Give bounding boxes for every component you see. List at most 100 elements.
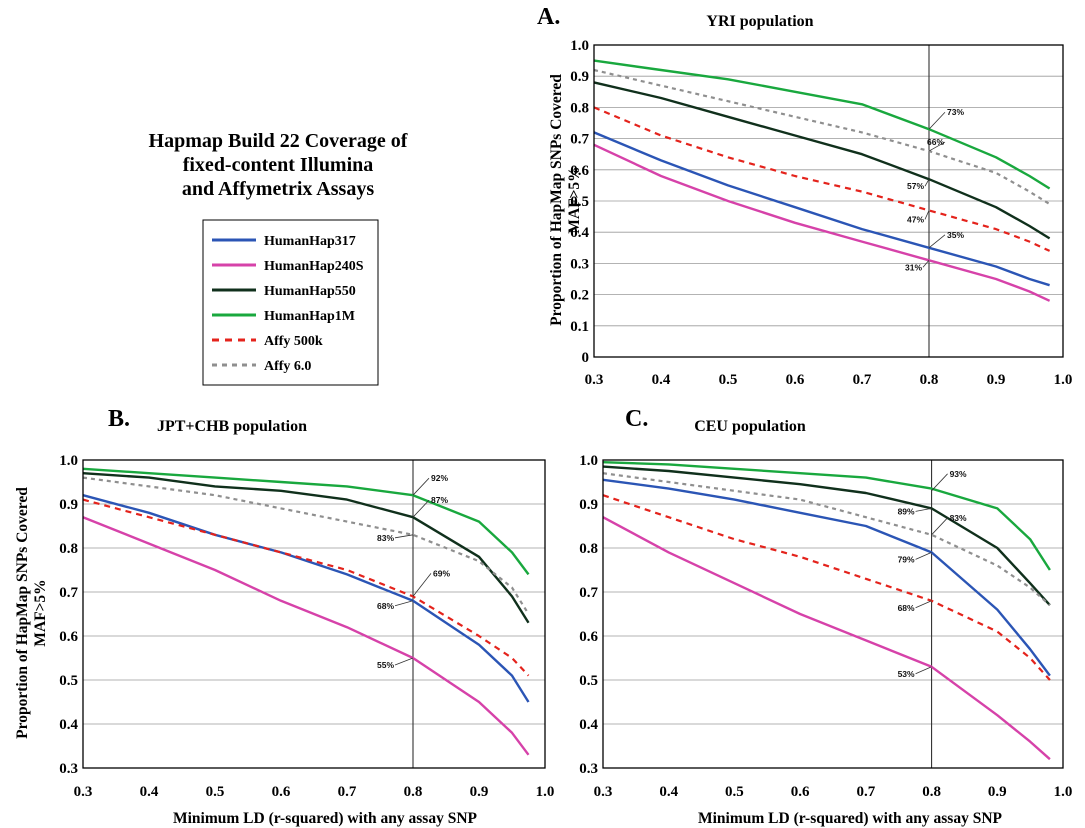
panel-b-annotation-label: 68% <box>377 601 394 611</box>
panel-a-ytick-label: 0.1 <box>570 319 589 335</box>
panel-c-letter: C. <box>625 406 648 432</box>
main-title-line-2: fixed-content Illumina <box>183 154 374 176</box>
panel-a-ytick-label: 0.5 <box>570 194 589 210</box>
panel-b-ytick-label: 0.6 <box>59 629 78 645</box>
panel-c-annotation-leader <box>931 517 948 536</box>
panel-b-ytick-label: 0.4 <box>59 717 78 733</box>
panel-c-xtick-label: 0.9 <box>988 784 1007 800</box>
legend-label-humanhap1m: HumanHap1M <box>264 309 355 324</box>
panel-c-ytick-label: 0.5 <box>579 673 598 689</box>
panel-b-ytick-label: 0.9 <box>59 497 78 513</box>
panel-a-ylabel-line-2: MAF>5% <box>566 166 583 233</box>
panel-a-ytick-label: 0.8 <box>570 100 589 116</box>
panel-b-xtick-label: 1.0 <box>536 784 555 800</box>
panel-a-annotation-leader <box>922 260 930 268</box>
panel-b-ytick-label: 0.7 <box>59 585 78 601</box>
legend-label-affy-500k: Affy 500k <box>264 334 323 349</box>
panel-b-ytick-label: 0.5 <box>59 673 78 689</box>
panel-b-annotation-leader <box>412 477 430 496</box>
panel-b-letter: B. <box>108 406 130 432</box>
panel-a-xtick-label: 0.8 <box>920 372 939 388</box>
panel-a-annotation-label: 73% <box>947 107 964 117</box>
panel-b-xtick-label: 0.7 <box>338 784 357 800</box>
panel-a-ytick-label: 0 <box>582 350 590 366</box>
panel-c-annotation-label: 93% <box>950 469 967 479</box>
panel-a: A. YRI population Proportion of HapMap S… <box>537 4 1072 388</box>
legend-box <box>202 219 379 386</box>
panel-c-annotation-label: 68% <box>898 603 915 613</box>
panel-b: B. JPT+CHB population Proportion of HapM… <box>14 406 554 827</box>
panel-b-xtick-label: 0.4 <box>140 784 159 800</box>
panel-c-annotation-label: 83% <box>950 513 967 523</box>
panel-b-annotation-leader <box>394 657 414 666</box>
panel-b-annotation-label: 87% <box>431 495 448 505</box>
panel-b-title: JPT+CHB population <box>157 418 307 435</box>
panel-a-ytick-label: 0.3 <box>570 256 589 272</box>
panel-a-annotation-label: 35% <box>947 230 964 240</box>
panel-a-xtick-label: 0.9 <box>987 372 1006 388</box>
panel-a-ytick-label: 0.4 <box>570 225 589 241</box>
panel-a-ytick-label: 1.0 <box>570 38 589 54</box>
panel-c-annotation-leader <box>915 600 932 609</box>
panel-a-ytick-label: 0.6 <box>570 163 589 179</box>
panel-b-ytick-label: 0.3 <box>59 761 78 777</box>
panel-a-annotation-label: 57% <box>907 181 924 191</box>
panel-a-series-humanhap550 <box>593 81 1051 240</box>
panel-c-annotation-label: 53% <box>898 669 915 679</box>
panel-b-annotation-label: 69% <box>433 568 450 578</box>
panel-b-xlabel: Minimum LD (r-squared) with any assay SN… <box>173 810 478 827</box>
legend-label-affy-6-0: Affy 6.0 <box>264 359 311 374</box>
panel-b-annotation-label: 83% <box>377 533 394 543</box>
panel-b-ylabel-line-1: Proportion of HapMap SNPs Covered <box>14 487 31 739</box>
panel-c-ytick-label: 0.9 <box>579 497 598 513</box>
panel-b-annotation-leader <box>394 534 414 539</box>
legend: HumanHap317 HumanHap240S HumanHap550 HumanH… <box>202 219 379 386</box>
legend-label-humanhap240s: HumanHap240S <box>264 259 364 274</box>
panel-a-annotation-label: 47% <box>907 214 924 224</box>
panel-c-xtick-label: 0.3 <box>594 784 613 800</box>
legend-label-humanhap317: HumanHap317 <box>264 234 356 249</box>
panel-c-annotation-leader <box>915 666 932 675</box>
panel-b-ytick-label: 0.8 <box>59 541 78 557</box>
panel-a-xtick-label: 0.6 <box>786 372 805 388</box>
panel-c-xtick-label: 0.5 <box>725 784 744 800</box>
panel-c-ytick-label: 0.6 <box>579 629 598 645</box>
panel-c-xtick-label: 0.8 <box>922 784 941 800</box>
panel-a-annotation-leader <box>924 210 930 220</box>
panel-c-title: CEU population <box>694 418 806 435</box>
panel-c-series-humanhap240s <box>602 516 1051 761</box>
panel-b-series-humanhap240s <box>82 516 530 756</box>
panel-a-annotation-label: 66% <box>927 137 944 147</box>
panel-b-series-humanhap1m <box>82 467 530 576</box>
panel-a-xtick-label: 0.5 <box>719 372 738 388</box>
panel-b-series-affy-500k <box>82 498 530 677</box>
panel-a-ylabel-line-1: Proportion of HapMap SNPs Covered <box>548 74 565 326</box>
panel-b-xtick-label: 0.8 <box>404 784 423 800</box>
panel-a-annotation-leader <box>924 178 930 187</box>
panel-b-xtick-label: 0.3 <box>74 784 93 800</box>
panel-b-series-affy-6-0 <box>82 476 530 615</box>
panel-c-xlabel: Minimum LD (r-squared) with any assay SN… <box>698 810 1003 827</box>
panel-c-ytick-label: 1.0 <box>579 453 598 469</box>
panel-a-series-affy-6-0 <box>593 68 1051 206</box>
panel-a-xtick-label: 0.4 <box>652 372 671 388</box>
panel-c-annotation-label: 79% <box>898 554 915 564</box>
panel-b-series-humanhap317 <box>82 494 530 703</box>
main-title: Hapmap Build 22 Coverage of fixed-conten… <box>149 130 408 200</box>
panel-c-xtick-label: 0.6 <box>791 784 810 800</box>
panel-c-ytick-label: 0.3 <box>579 761 598 777</box>
panel-b-annotation-leader <box>412 573 432 597</box>
main-title-line-1: Hapmap Build 22 Coverage of <box>149 130 408 152</box>
panel-b-annotation-label: 55% <box>377 660 394 670</box>
panel-b-annotation-leader <box>394 600 414 607</box>
panel-a-xtick-label: 0.3 <box>585 372 604 388</box>
panel-c-annotation-leader <box>915 552 932 560</box>
panel-c-series-humanhap550 <box>602 465 1051 607</box>
panel-c-series-affy-6-0 <box>602 472 1051 607</box>
legend-label-humanhap550: HumanHap550 <box>264 284 356 299</box>
panel-b-xtick-label: 0.5 <box>206 784 225 800</box>
panel-c-annotation-leader <box>931 473 948 492</box>
panel-a-ytick-label: 0.2 <box>570 288 589 304</box>
panel-c-xtick-label: 0.7 <box>856 784 875 800</box>
